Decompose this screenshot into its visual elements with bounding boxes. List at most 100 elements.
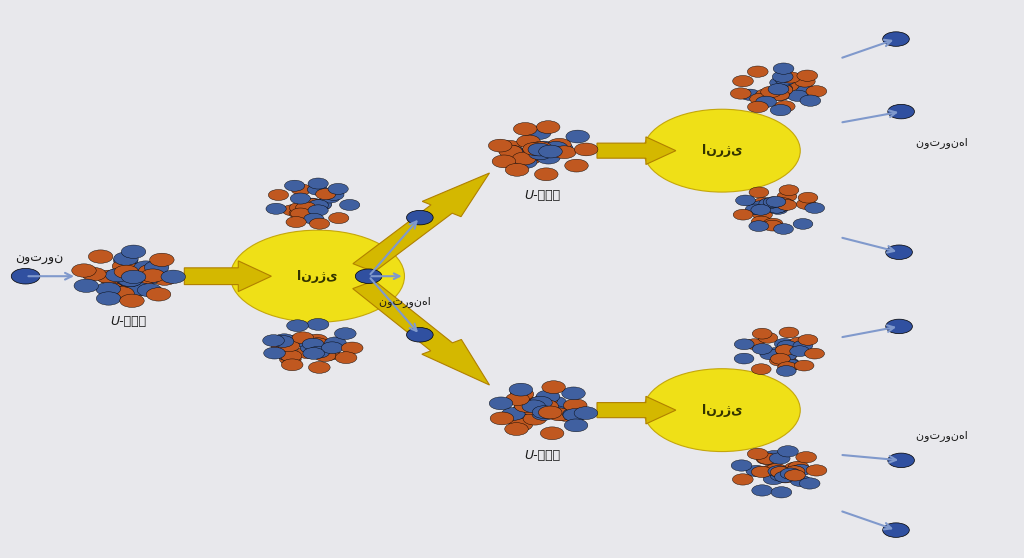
Circle shape [732,75,754,86]
Circle shape [511,413,535,426]
Circle shape [765,89,785,100]
Text: U-۲۳۵: U-۲۳۵ [524,189,561,202]
Circle shape [291,184,311,195]
Circle shape [127,282,152,296]
Circle shape [795,76,815,87]
Circle shape [286,217,306,228]
Circle shape [760,349,779,360]
Circle shape [754,198,773,208]
Circle shape [779,185,799,196]
Circle shape [770,466,792,478]
Circle shape [539,406,562,419]
Circle shape [739,89,761,100]
Text: انرژی: انرژی [297,270,338,283]
Text: انرژی: انرژی [701,144,742,157]
Circle shape [355,269,382,283]
Circle shape [734,353,754,364]
Circle shape [300,342,322,354]
Circle shape [805,203,824,213]
Circle shape [806,465,826,476]
Circle shape [776,352,796,363]
Circle shape [766,196,785,207]
Circle shape [505,422,528,435]
Circle shape [761,202,781,213]
Circle shape [796,451,816,463]
Circle shape [301,210,322,222]
Circle shape [302,199,323,210]
Circle shape [562,387,586,400]
Circle shape [750,93,770,104]
Circle shape [774,101,795,112]
Circle shape [282,359,303,371]
Circle shape [770,87,791,98]
Circle shape [304,213,324,224]
Circle shape [776,365,796,376]
Circle shape [774,472,796,483]
Circle shape [777,347,797,358]
Circle shape [745,465,767,477]
Circle shape [518,152,542,165]
Circle shape [731,460,752,471]
Circle shape [137,283,162,297]
Circle shape [535,400,558,412]
Circle shape [266,203,287,214]
Circle shape [791,464,811,476]
Circle shape [490,412,514,425]
Circle shape [784,470,805,481]
Circle shape [510,388,534,401]
Text: نوترون‌ها: نوترون‌ها [916,430,969,441]
Circle shape [150,253,174,267]
Circle shape [287,335,308,347]
Circle shape [129,280,154,293]
Circle shape [514,400,538,412]
Circle shape [72,264,96,277]
Circle shape [517,135,541,148]
Circle shape [757,453,777,464]
Circle shape [734,339,754,350]
Circle shape [296,202,316,213]
Circle shape [574,143,598,156]
Circle shape [518,402,542,415]
Circle shape [513,156,537,169]
Circle shape [763,220,782,231]
Circle shape [883,32,909,46]
Circle shape [489,397,513,410]
Circle shape [777,200,797,210]
Circle shape [303,346,325,358]
Circle shape [562,408,586,421]
Circle shape [774,338,795,349]
Circle shape [553,146,577,158]
Circle shape [777,350,797,360]
Circle shape [307,338,329,349]
Circle shape [793,340,813,351]
Circle shape [285,180,305,191]
Circle shape [790,337,809,348]
Circle shape [315,344,337,356]
Circle shape [769,453,791,464]
Circle shape [499,145,522,158]
Circle shape [528,148,552,161]
Circle shape [308,346,330,358]
Circle shape [144,261,169,274]
Circle shape [290,203,309,213]
Circle shape [523,412,547,425]
Circle shape [527,127,551,140]
Circle shape [528,143,552,156]
FancyArrow shape [597,137,676,165]
Circle shape [732,474,754,485]
Circle shape [775,345,795,355]
Circle shape [563,408,587,421]
Circle shape [774,345,795,356]
Circle shape [528,142,552,155]
Circle shape [511,394,535,407]
Circle shape [513,403,537,416]
FancyArrow shape [352,281,489,385]
Circle shape [161,270,185,283]
Circle shape [800,478,820,489]
Circle shape [777,446,799,457]
Circle shape [775,74,796,85]
Circle shape [283,205,302,216]
Circle shape [775,472,796,483]
Circle shape [74,279,98,292]
Circle shape [770,353,791,364]
